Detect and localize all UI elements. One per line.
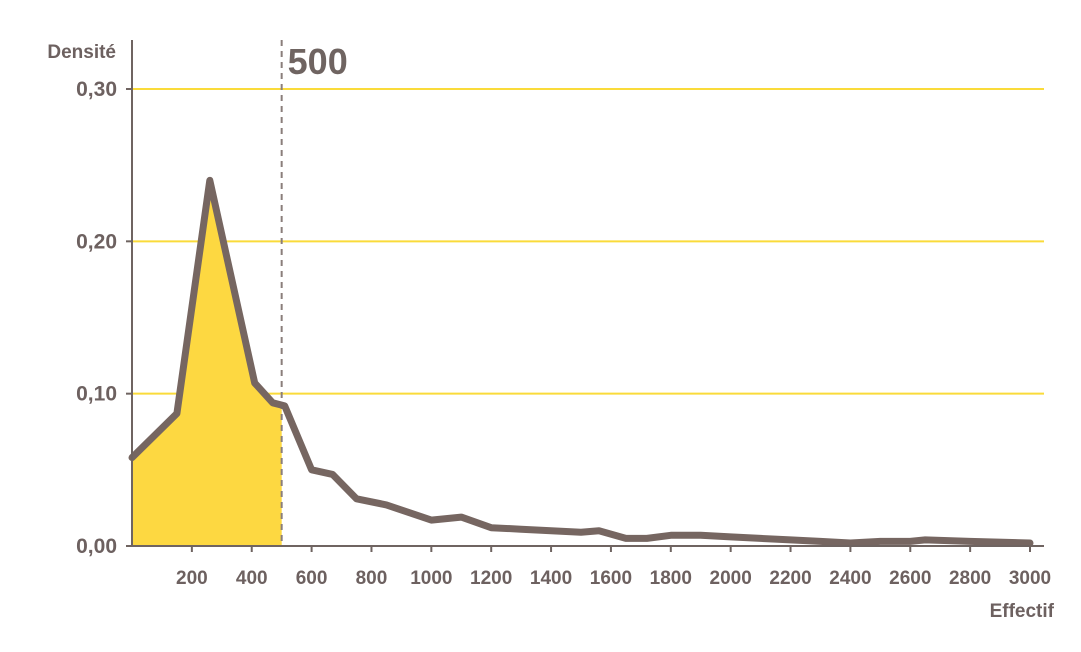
- y-tick-label: 0,30: [76, 78, 117, 101]
- y-axis-title: Densité: [47, 42, 116, 63]
- x-tick-label: 1400: [530, 568, 572, 589]
- x-tick-label: 2200: [769, 568, 811, 589]
- grid-lines: [132, 88, 1044, 395]
- threshold-label: 500: [288, 41, 348, 82]
- x-tick-label: 2400: [829, 568, 871, 589]
- x-tick-label: 2000: [710, 568, 752, 589]
- x-tick-label: 1000: [410, 568, 452, 589]
- y-tick-labels: 0,00 0,10 0,20 0,30: [76, 78, 132, 558]
- x-tick-label: 1200: [470, 568, 512, 589]
- area-fill-below-threshold: [132, 180, 282, 546]
- x-tick-label: 800: [356, 568, 388, 589]
- x-tick-label: 1600: [590, 568, 632, 589]
- y-tick-label: 0,10: [76, 383, 117, 406]
- density-line: [128, 176, 1034, 547]
- x-tick-label: 3000: [1009, 568, 1051, 589]
- x-tick-labels: 200 400 600 800 1000 1200 1400 1600 1800 2000 2200…: [176, 546, 1051, 589]
- x-tick-label: 600: [296, 568, 328, 589]
- x-tick-label: 400: [236, 568, 268, 589]
- y-tick-label: 0,20: [76, 230, 117, 253]
- y-tick-label: 0,00: [76, 535, 117, 558]
- x-tick-label: 1800: [650, 568, 692, 589]
- x-tick-label: 2800: [949, 568, 991, 589]
- x-axis-title: Effectif: [990, 601, 1055, 622]
- x-tick-label: 200: [176, 568, 208, 589]
- x-tick-label: 2600: [889, 568, 931, 589]
